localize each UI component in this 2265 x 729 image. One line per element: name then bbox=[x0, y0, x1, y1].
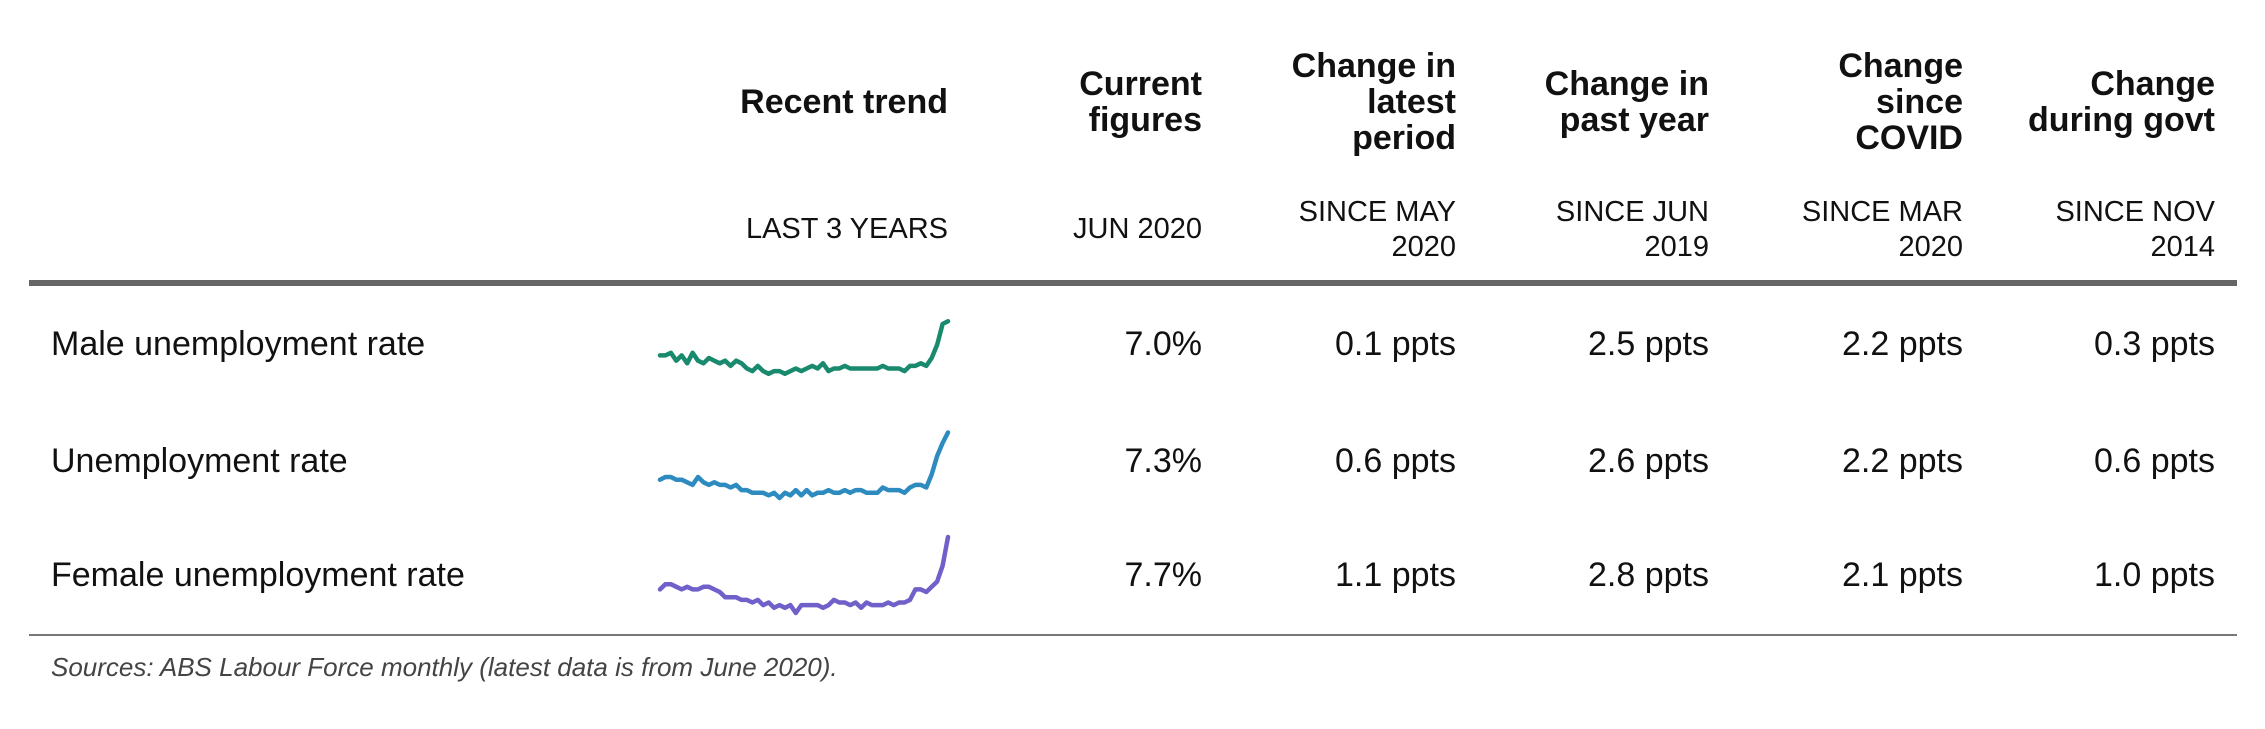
latest-female: 1.1 ppts bbox=[1335, 556, 1456, 594]
row-label-female: Female unemployment rate bbox=[51, 556, 465, 594]
covid-total: 2.2 ppts bbox=[1842, 442, 1963, 480]
latest-total: 0.6 ppts bbox=[1335, 442, 1456, 480]
source-note: Sources: ABS Labour Force monthly (lates… bbox=[51, 652, 838, 682]
header-change-covid: Change since COVID bbox=[1838, 47, 1963, 157]
current-male: 7.0% bbox=[1124, 325, 1203, 363]
current-total: 7.3% bbox=[1124, 442, 1203, 480]
sparkline-total bbox=[657, 430, 951, 501]
subheader-change-covid: SINCE MAR 2020 bbox=[1801, 196, 1963, 263]
sparkline-path bbox=[657, 319, 951, 377]
subheader-change-year: SINCE JUN 2019 bbox=[1555, 196, 1709, 263]
sparkline-female bbox=[657, 534, 951, 616]
year-total: 2.6 ppts bbox=[1588, 442, 1709, 480]
subheader-change-govt: SINCE NOV 2014 bbox=[2055, 196, 2215, 263]
header-change-year: Change in past year bbox=[1544, 65, 1709, 139]
row-label-male: Male unemployment rate bbox=[51, 325, 426, 363]
footer-divider bbox=[29, 634, 2237, 636]
header-recent-trend: Recent trend bbox=[740, 83, 948, 121]
sparkline-path bbox=[657, 534, 951, 616]
subheader-recent-trend: LAST 3 YEARS bbox=[745, 213, 948, 245]
current-female: 7.7% bbox=[1124, 556, 1203, 594]
subheader-change-latest: SINCE MAY 2020 bbox=[1298, 196, 1456, 263]
sparkline-male bbox=[657, 319, 951, 377]
header-divider bbox=[29, 280, 2237, 286]
covid-female: 2.1 ppts bbox=[1842, 556, 1963, 594]
govt-total: 0.6 ppts bbox=[2094, 442, 2215, 480]
latest-male: 0.1 ppts bbox=[1335, 325, 1456, 363]
year-female: 2.8 ppts bbox=[1588, 556, 1709, 594]
year-male: 2.5 ppts bbox=[1588, 325, 1709, 363]
header-change-govt: Change during govt bbox=[2028, 65, 2215, 139]
govt-male: 0.3 ppts bbox=[2094, 325, 2215, 363]
govt-female: 1.0 ppts bbox=[2094, 556, 2215, 594]
covid-male: 2.2 ppts bbox=[1842, 325, 1963, 363]
header-current-figures: Current figures bbox=[1079, 65, 1202, 139]
sparkline-path bbox=[657, 430, 951, 501]
row-label-total: Unemployment rate bbox=[51, 442, 348, 480]
header-change-latest: Change in latest period bbox=[1291, 47, 1456, 157]
subheader-current-figures: JUN 2020 bbox=[1073, 213, 1202, 245]
